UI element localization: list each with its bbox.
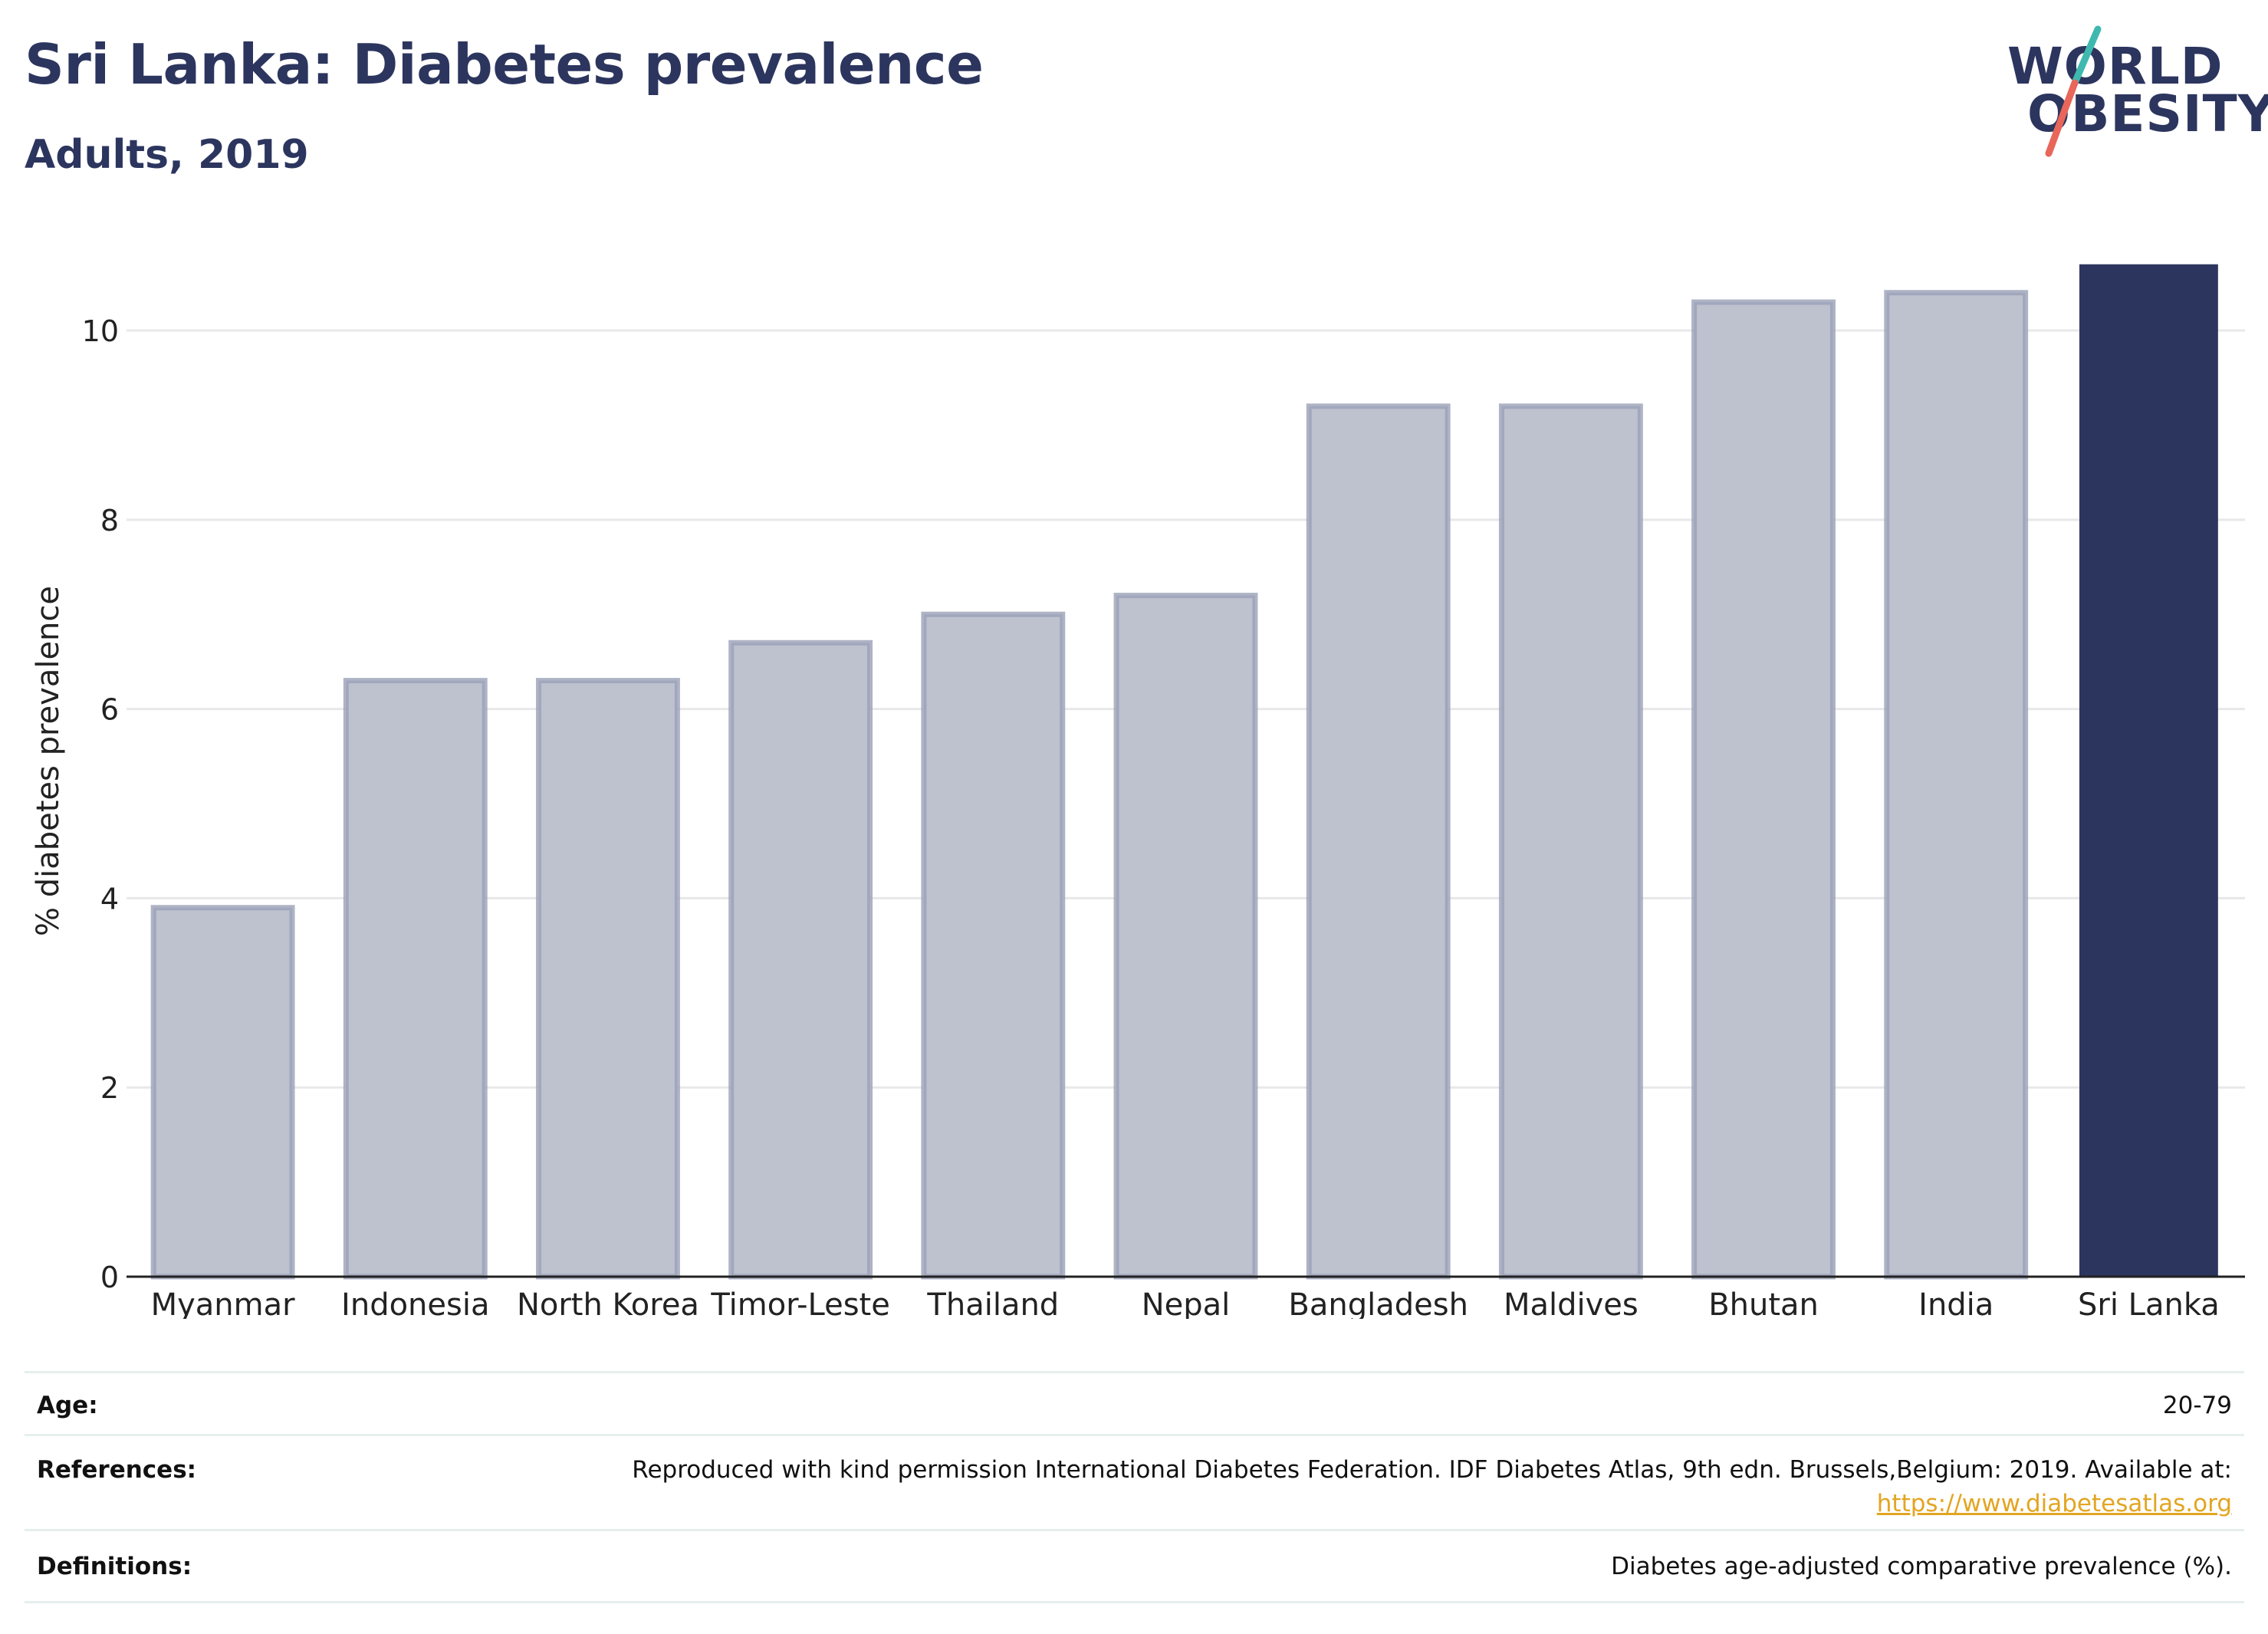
y-tick-label: 10 — [82, 314, 119, 348]
references-text: Reproduced with kind permission Internat… — [632, 1456, 2232, 1484]
bar-north-korea — [536, 678, 680, 1280]
x-tick-label: Indonesia — [341, 1287, 489, 1319]
world-obesity-logo: WORLD OBESITY — [1994, 21, 2268, 167]
x-tick-label: Maldives — [1504, 1287, 1639, 1319]
x-tick-label: Nepal — [1142, 1287, 1231, 1319]
chart-title: Sri Lanka: Diabetes prevalence — [25, 32, 984, 97]
y-tick-label: 6 — [100, 693, 119, 727]
age-value: 20-79 — [2162, 1392, 2232, 1419]
references-label: References: — [37, 1456, 197, 1484]
bar-bhutan — [1691, 299, 1836, 1280]
x-tick-label: Thailand — [926, 1287, 1059, 1319]
x-tick-label: Myanmar — [151, 1287, 296, 1319]
chart-subtitle: Adults, 2019 — [25, 132, 309, 178]
definitions-label: Definitions: — [37, 1553, 192, 1580]
bar-chart: 0 2 4 6 8 10 Myanmar Indonesia North Korea Timor-… — [31, 264, 2245, 1319]
bar-timor-leste — [728, 639, 873, 1280]
y-tick-label: 0 — [100, 1261, 119, 1294]
age-label: Age: — [37, 1392, 98, 1419]
y-tick-label: 8 — [100, 504, 119, 538]
x-tick-label: Sri Lanka — [2078, 1287, 2220, 1319]
table-bottom-border — [25, 1601, 2244, 1603]
x-tick-label: Timor-Leste — [710, 1287, 889, 1319]
bar-thailand — [921, 611, 1066, 1280]
info-table: Age: 20-79 References: Reproduced with k… — [25, 1371, 2244, 1603]
bar-india — [1884, 290, 2029, 1280]
bars — [150, 264, 2218, 1280]
logo-text-world: WORLD — [2007, 37, 2224, 96]
x-tick-label: Bhutan — [1708, 1287, 1819, 1319]
axes: 0 2 4 6 8 10 Myanmar Indonesia North Korea Timor-… — [82, 314, 2245, 1319]
references-row: References: Reproduced with kind permiss… — [25, 1434, 2244, 1528]
y-tick-label: 4 — [100, 882, 119, 916]
bar-bangladesh — [1306, 403, 1451, 1280]
bar-nepal — [1113, 593, 1258, 1280]
bar-maldives — [1498, 403, 1643, 1280]
x-tick-label: Bangladesh — [1288, 1287, 1468, 1319]
definitions-value: Diabetes age-adjusted comparative preval… — [1611, 1553, 2232, 1580]
y-tick-label: 2 — [100, 1071, 119, 1105]
bar-myanmar — [150, 905, 295, 1280]
y-axis-title: % diabetes prevalence — [31, 586, 66, 936]
bar-indonesia — [343, 678, 488, 1280]
bar-sri-lanka — [2079, 264, 2218, 1277]
x-tick-label: North Korea — [517, 1287, 699, 1319]
definitions-row: Definitions: Diabetes age-adjusted compa… — [25, 1529, 2244, 1597]
references-link[interactable]: https://www.diabetesatlas.org — [1876, 1490, 2232, 1517]
x-tick-label: India — [1918, 1287, 1994, 1319]
age-row: Age: 20-79 — [25, 1371, 2244, 1435]
logo-slash-icon — [2045, 25, 2102, 157]
